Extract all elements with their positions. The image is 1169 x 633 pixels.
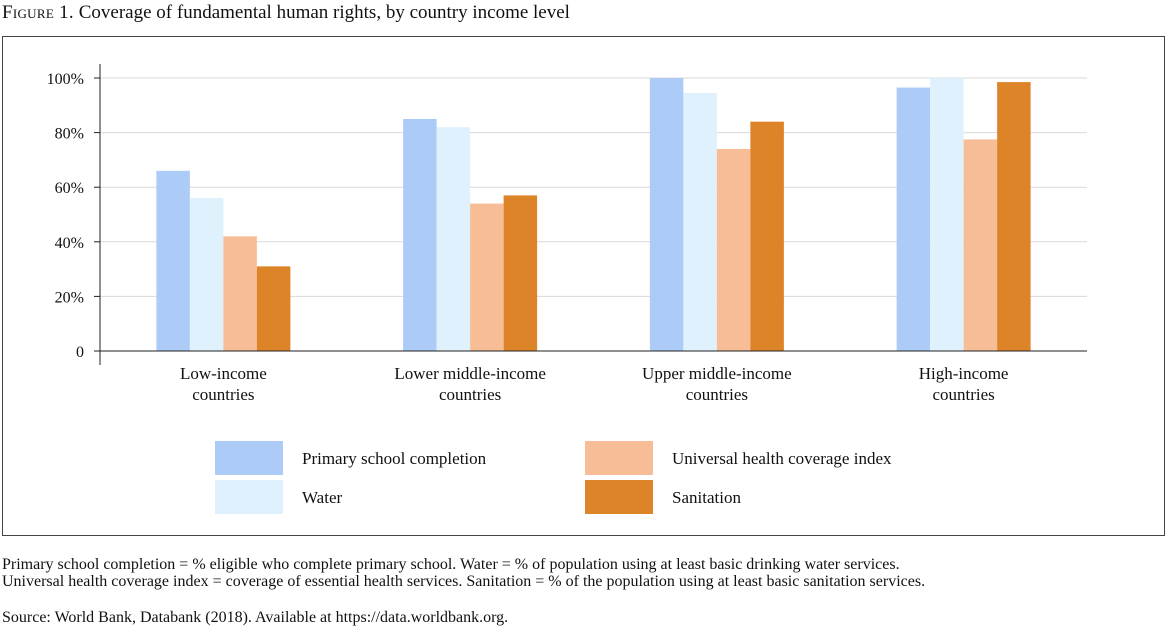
legend-label: Universal health coverage index xyxy=(672,449,892,468)
y-tick-label: 80% xyxy=(55,126,84,143)
x-tick-label: countries xyxy=(192,385,254,404)
chart-frame xyxy=(2,36,1165,536)
legend-label: Water xyxy=(302,488,342,507)
figure-notes: Primary school completion = % eligible w… xyxy=(2,556,925,590)
bar xyxy=(436,127,471,351)
legend-label: Sanitation xyxy=(672,488,741,507)
bars xyxy=(156,78,1031,352)
x-tick-label: countries xyxy=(439,385,501,404)
legend-swatch xyxy=(215,480,283,514)
bar xyxy=(683,93,717,351)
bar xyxy=(223,236,257,351)
x-tick-label: High-income xyxy=(919,364,1009,383)
x-tick-label: Upper middle-income xyxy=(642,364,792,383)
axes: 0 20% 40% 60% 80% 100% Low-income countries Lowe… xyxy=(47,64,1087,404)
bar xyxy=(189,198,224,351)
x-tick-label: countries xyxy=(686,385,748,404)
bar xyxy=(503,195,538,351)
x-tick-label: Low-income xyxy=(180,364,267,383)
x-tick-label: countries xyxy=(932,385,994,404)
note-line-2: Universal health coverage index = covera… xyxy=(2,573,926,590)
x-tick-label: Lower middle-income xyxy=(394,364,546,383)
bar xyxy=(750,121,784,352)
figure-title: Figure 1. Coverage of fundamental human … xyxy=(2,2,570,24)
figure-label: Figure 1. xyxy=(2,2,74,23)
y-tick-label: 100% xyxy=(47,71,84,88)
legend-swatch xyxy=(215,441,283,475)
bar xyxy=(930,78,964,351)
legend: Primary school completion Water Universal … xyxy=(215,441,892,514)
y-tick-label: 40% xyxy=(55,235,84,252)
note-line-1: Primary school completion = % eligible w… xyxy=(2,556,900,573)
source-note: Source: World Bank, Databank (2018). Ava… xyxy=(2,609,509,626)
bar xyxy=(716,148,751,351)
bar xyxy=(896,87,931,352)
y-tick-label: 20% xyxy=(55,289,84,306)
legend-label: Primary school completion xyxy=(302,449,487,468)
bar xyxy=(156,170,190,351)
y-tick-label: 0 xyxy=(76,344,84,361)
legend-swatch xyxy=(585,441,653,475)
bar xyxy=(997,82,1031,351)
bar xyxy=(403,118,437,351)
bar xyxy=(470,203,504,351)
legend-swatch xyxy=(585,480,653,514)
bar xyxy=(963,139,998,351)
figure-title-text: Coverage of fundamental human rights, by… xyxy=(78,2,570,23)
bar xyxy=(649,78,684,351)
bar xyxy=(256,266,291,351)
y-tick-label: 60% xyxy=(55,180,84,197)
